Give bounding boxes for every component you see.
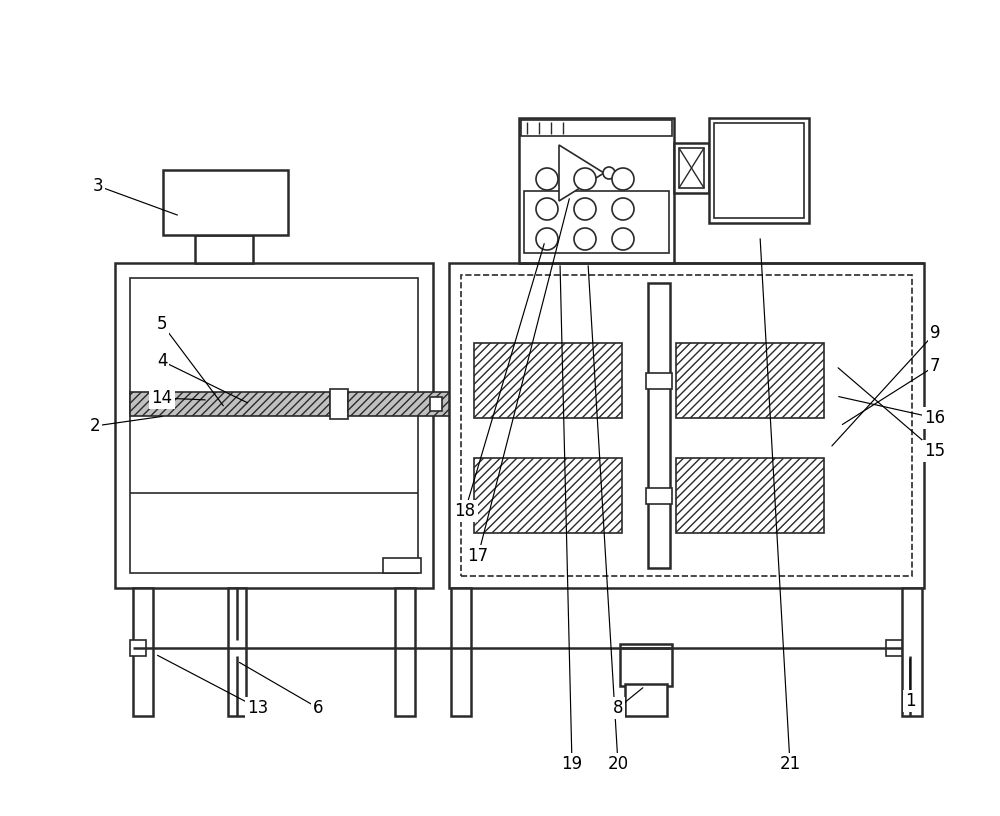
Bar [130, 392, 330, 416]
Text: 4: 4 [157, 352, 167, 370]
Bar [519, 118, 674, 263]
Bar [709, 118, 809, 223]
Text: 17: 17 [467, 547, 489, 565]
Bar [620, 644, 672, 686]
Bar [228, 588, 246, 716]
Circle shape [612, 228, 634, 250]
Bar [902, 588, 922, 716]
Circle shape [612, 168, 634, 190]
Bar [383, 558, 421, 573]
Bar [674, 143, 709, 193]
Text: 6: 6 [313, 699, 323, 717]
Bar [474, 458, 622, 533]
Text: 21: 21 [779, 755, 801, 773]
Bar [714, 123, 804, 218]
Text: 19: 19 [561, 755, 583, 773]
Bar [195, 235, 253, 263]
Circle shape [612, 198, 634, 220]
Circle shape [574, 198, 596, 220]
Circle shape [574, 228, 596, 250]
Text: 20: 20 [607, 755, 629, 773]
Text: 18: 18 [454, 502, 476, 520]
Bar [646, 488, 672, 504]
Bar [676, 343, 824, 418]
Bar [430, 397, 442, 411]
Circle shape [603, 167, 615, 179]
Circle shape [536, 228, 558, 250]
Text: 7: 7 [930, 357, 940, 375]
Text: 13: 13 [247, 699, 269, 717]
Bar [330, 389, 348, 419]
Text: 1: 1 [905, 692, 915, 710]
Text: 2: 2 [90, 417, 100, 435]
Bar [449, 263, 924, 588]
Bar [163, 170, 288, 235]
Bar [646, 373, 672, 389]
Bar [130, 278, 418, 573]
Circle shape [536, 198, 558, 220]
Text: 9: 9 [930, 324, 940, 342]
Bar [524, 191, 669, 253]
Bar [130, 640, 146, 656]
Text: 5: 5 [157, 315, 167, 333]
Text: 16: 16 [924, 409, 946, 427]
Bar [395, 588, 415, 716]
Bar [679, 148, 704, 188]
Text: 15: 15 [924, 442, 946, 460]
Bar [461, 275, 912, 576]
Text: 3: 3 [93, 177, 103, 195]
Bar [648, 283, 670, 568]
Bar [451, 588, 471, 716]
Circle shape [536, 168, 558, 190]
Bar [676, 458, 824, 533]
Text: 14: 14 [151, 389, 173, 407]
Bar [521, 120, 672, 136]
Bar [133, 588, 153, 716]
Bar [348, 392, 463, 416]
Polygon shape [559, 145, 604, 201]
Bar [625, 684, 667, 716]
Bar [886, 640, 902, 656]
Text: 8: 8 [613, 699, 623, 717]
Bar [115, 263, 433, 588]
Bar [474, 343, 622, 418]
Circle shape [574, 168, 596, 190]
